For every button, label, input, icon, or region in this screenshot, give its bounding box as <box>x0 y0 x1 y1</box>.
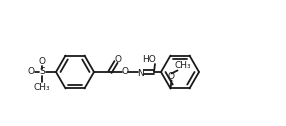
Text: O: O <box>122 68 128 76</box>
Text: O: O <box>114 55 122 64</box>
Text: CH₃: CH₃ <box>174 61 191 70</box>
Text: CH₃: CH₃ <box>34 83 50 91</box>
Text: S: S <box>39 68 45 76</box>
Text: O: O <box>168 72 175 81</box>
Text: O: O <box>39 57 45 67</box>
Text: N: N <box>138 69 144 77</box>
Text: O: O <box>27 68 35 76</box>
Text: HO: HO <box>142 55 156 64</box>
